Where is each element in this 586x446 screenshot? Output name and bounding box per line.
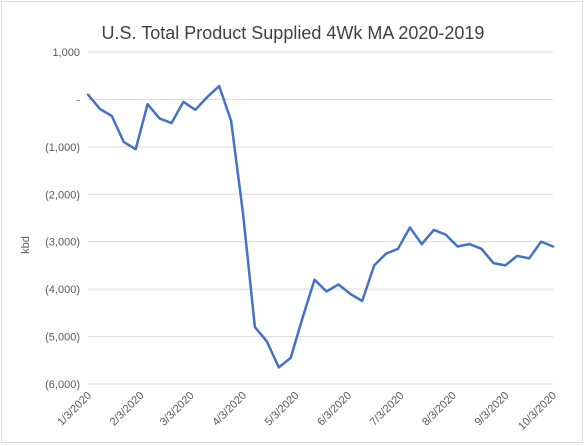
y-tick-label: (6,000) [45,379,80,391]
x-axis: 1/3/2020 2/3/2020 3/3/2020 4/3/2020 5/3/2020… [55,390,559,433]
x-tick-label: 4/3/2020 [210,390,249,429]
x-tick-label: 10/3/2020 [516,390,559,433]
gridlines [88,51,553,385]
series-layer [86,84,555,369]
x-tick-label: 3/3/2020 [158,390,197,429]
x-tick-label: 9/3/2020 [473,390,512,429]
y-tick-label: 1,000 [52,47,80,59]
y-axis-title: kbd [20,236,32,254]
y-tick-label: (2,000) [45,189,80,201]
x-tick-label: 5/3/2020 [263,390,302,429]
y-axis: 1,000 - (1,000) (2,000) (3,000) (4,000) (5,000… [45,47,80,391]
y-tick-label: - [76,94,80,106]
x-tick-label: 8/3/2020 [420,390,459,429]
x-tick-label: 6/3/2020 [315,390,354,429]
y-tick-label: (3,000) [45,237,80,249]
chart-title: U.S. Total Product Supplied 4Wk MA 2020-… [102,23,485,43]
x-tick-label: 1/3/2020 [55,390,94,429]
series-line [86,84,555,369]
x-tick-label: 2/3/2020 [108,390,147,429]
y-tick-label: (1,000) [45,142,80,154]
y-tick-label: (4,000) [45,284,80,296]
y-tick-label: (5,000) [45,332,80,344]
x-tick-label: 7/3/2020 [368,390,407,429]
